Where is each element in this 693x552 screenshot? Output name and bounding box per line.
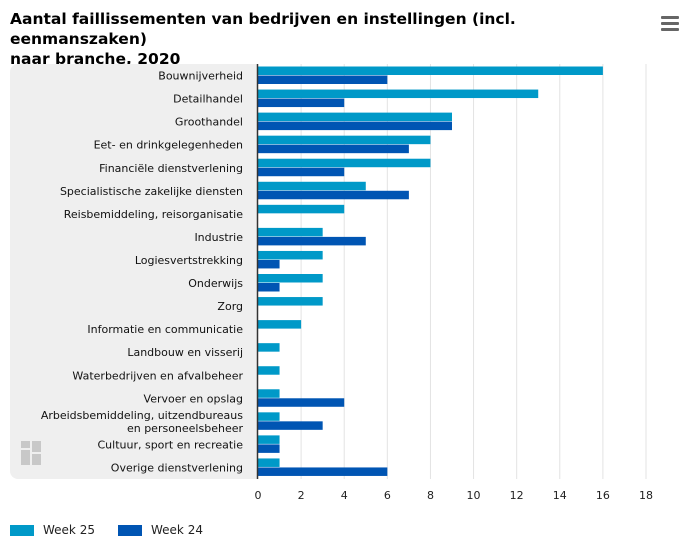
chart-title-line-2: naar branche, 2020 xyxy=(10,50,181,68)
bar-week-24-16 xyxy=(258,444,280,453)
bar-week-25-3 xyxy=(258,135,431,145)
category-label-5: Specialistische zakelijke diensten xyxy=(60,185,243,198)
x-tick-label-6: 6 xyxy=(384,489,391,502)
category-label-12: Landbouw en visserij xyxy=(127,346,243,359)
bar-week-24-0 xyxy=(258,75,388,84)
bar-week-25-1 xyxy=(258,89,539,99)
bar-week-25-5 xyxy=(258,181,366,191)
bar-week-25-0 xyxy=(258,66,603,75)
category-label-17: Overige dienstverlening xyxy=(111,461,243,474)
bar-week-25-17 xyxy=(258,458,280,467)
category-label-7: Industrie xyxy=(194,231,243,244)
category-label-13: Waterbedrijven en afvalbeheer xyxy=(72,369,243,382)
legend-item-week-25[interactable]: Week 25 xyxy=(10,523,95,537)
bar-week-24-4 xyxy=(258,167,345,177)
bar-week-24-15 xyxy=(258,421,323,430)
chart-title-line-1: Aantal faillissementen van bedrijven en … xyxy=(10,10,516,48)
cbs-logo-icon xyxy=(21,441,41,465)
bar-week-24-9 xyxy=(258,283,280,292)
bar-week-25-2 xyxy=(258,112,452,122)
category-label-panel xyxy=(10,64,258,479)
legend-swatch-week-25 xyxy=(10,524,34,536)
bar-week-25-16 xyxy=(258,435,280,444)
bar-week-24-3 xyxy=(258,144,409,154)
category-label-6: Reisbemiddeling, reisorganisatie xyxy=(64,208,244,221)
category-label-11: Informatie en communicatie xyxy=(87,323,243,336)
category-label-4: Financiële dienstverlening xyxy=(99,162,243,175)
bar-week-25-15 xyxy=(258,412,280,421)
category-label-15-line-1: en personeelsbeheer xyxy=(127,422,244,435)
bar-week-24-17 xyxy=(258,467,388,476)
legend-label-week-24: Week 24 xyxy=(151,523,203,537)
legend-label-week-25: Week 25 xyxy=(43,523,95,537)
x-tick-label-8: 8 xyxy=(427,489,434,502)
category-label-8: Logiesvertstrekking xyxy=(135,254,243,267)
bar-week-25-11 xyxy=(258,320,302,329)
category-label-2: Groothandel xyxy=(175,116,243,129)
bar-week-25-6 xyxy=(258,204,345,214)
category-label-16: Cultuur, sport en recreatie xyxy=(97,438,243,451)
bar-week-25-10 xyxy=(258,297,323,306)
hamburger-menu-icon[interactable] xyxy=(661,16,679,32)
bar-week-24-5 xyxy=(258,190,409,200)
bar-week-24-2 xyxy=(258,121,452,131)
category-label-3: Eet- en drinkgelegenheden xyxy=(94,139,243,152)
x-tick-label-18: 18 xyxy=(639,489,653,502)
x-tick-label-2: 2 xyxy=(298,489,305,502)
x-tick-label-10: 10 xyxy=(467,489,481,502)
bar-week-25-14 xyxy=(258,389,280,398)
x-tick-label-14: 14 xyxy=(553,489,567,502)
bar-week-25-13 xyxy=(258,366,280,375)
bar-week-25-12 xyxy=(258,343,280,352)
category-label-9: Onderwijs xyxy=(188,277,243,290)
x-tick-label-16: 16 xyxy=(596,489,610,502)
bar-week-25-9 xyxy=(258,274,323,283)
x-tick-label-0: 0 xyxy=(255,489,262,502)
x-tick-label-4: 4 xyxy=(341,489,348,502)
bar-week-24-7 xyxy=(258,236,366,246)
bar-week-25-4 xyxy=(258,158,431,168)
category-label-14: Vervoer en opslag xyxy=(144,392,243,405)
category-label-0: Bouwnijverheid xyxy=(158,70,243,83)
x-tick-label-12: 12 xyxy=(510,489,524,502)
legend-item-week-24[interactable]: Week 24 xyxy=(118,523,203,537)
category-label-1: Detailhandel xyxy=(173,93,243,106)
category-label-10: Zorg xyxy=(217,300,243,313)
chart-title: Aantal faillissementen van bedrijven en … xyxy=(10,9,630,69)
legend-swatch-week-24 xyxy=(118,524,142,536)
bar-week-25-8 xyxy=(258,250,323,260)
category-label-15-line-0: Arbeidsbemiddeling, uitzendbureaus xyxy=(41,409,243,422)
bar-week-24-8 xyxy=(258,259,280,269)
bar-week-25-7 xyxy=(258,227,323,237)
bar-week-24-1 xyxy=(258,98,345,108)
bar-week-24-14 xyxy=(258,398,345,407)
